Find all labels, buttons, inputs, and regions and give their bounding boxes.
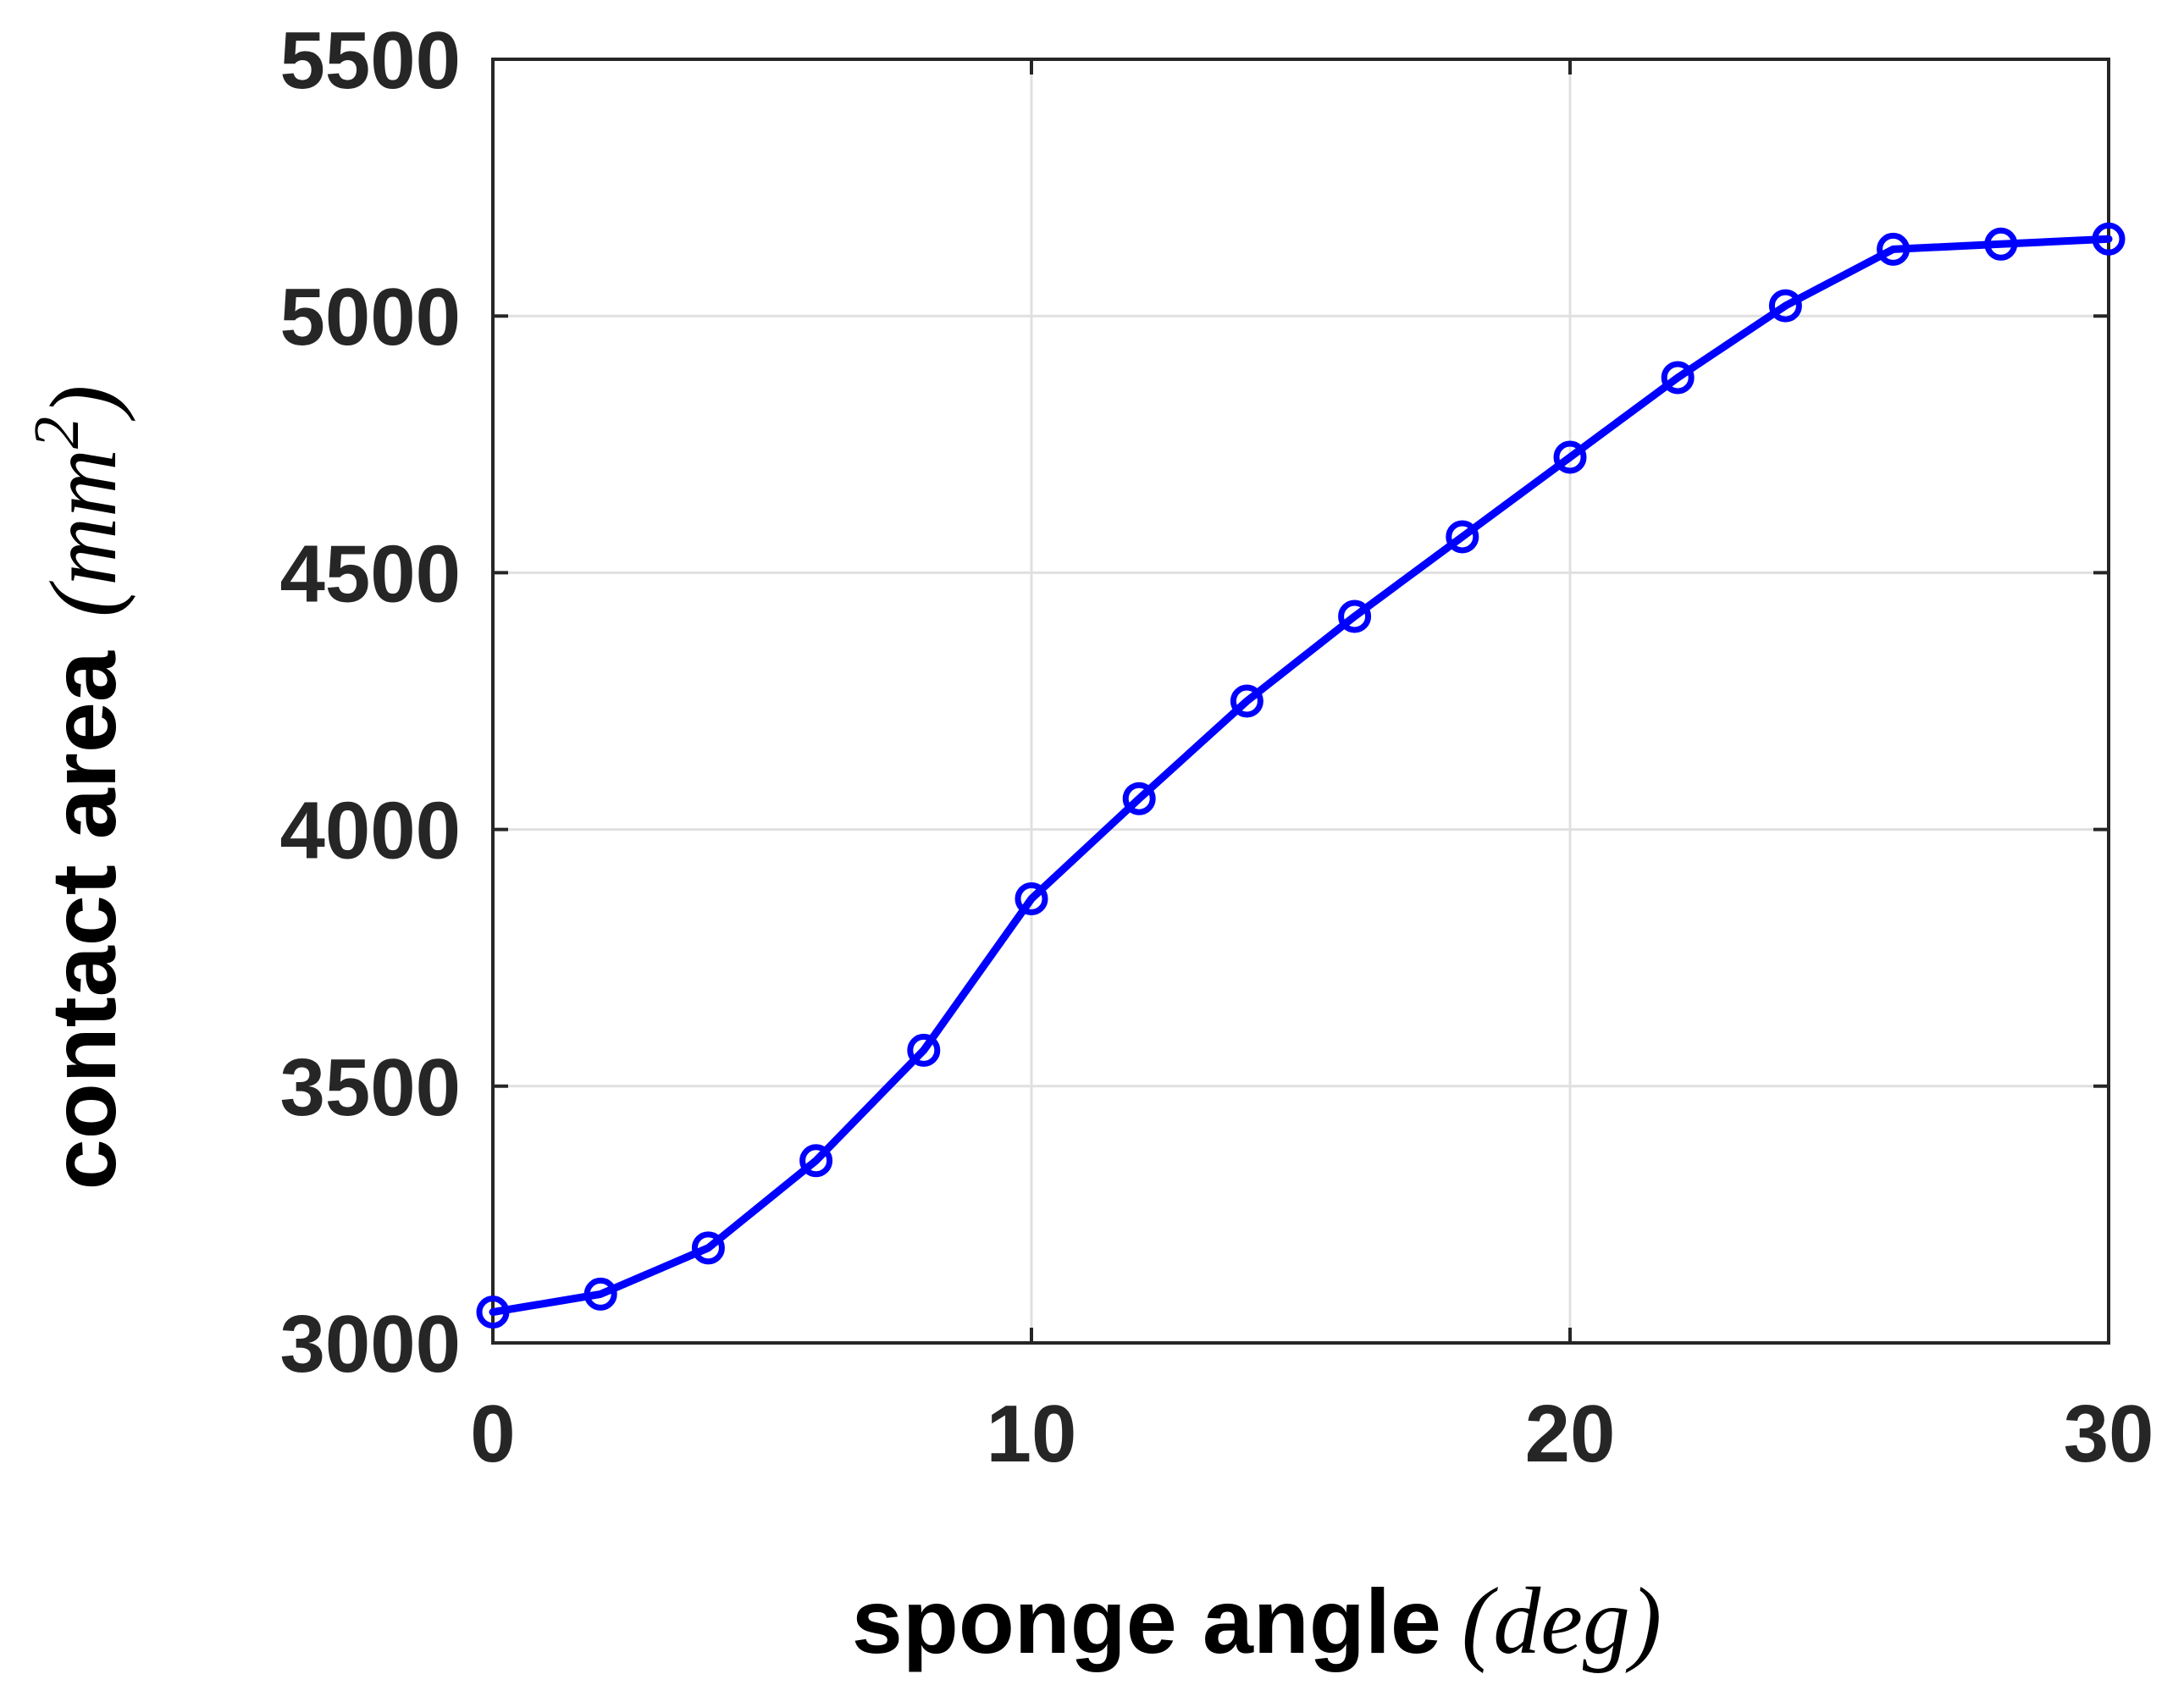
- data-point-marker: [907, 1033, 941, 1067]
- x-axis-label: sponge angle (deg): [852, 1569, 1661, 1674]
- data-point-marker: [1553, 440, 1587, 474]
- data-point-marker: [476, 1295, 510, 1329]
- y-axis-unit-exponent: 2: [21, 417, 92, 449]
- y-axis-unit-open-paren: (: [31, 580, 136, 617]
- tick-labels: 0 10 20 30 3000 3500 4000 4500 5000 5500: [279, 15, 2154, 1479]
- data-point-marker: [1015, 881, 1048, 915]
- y-axis-label: contact area (mm2): [21, 385, 136, 1190]
- data-point-marker: [1338, 599, 1372, 633]
- data-point-marker: [1446, 520, 1479, 554]
- x-tick-label: 10: [987, 1389, 1077, 1479]
- data-point-marker: [1877, 232, 1910, 266]
- data-point-marker: [1984, 227, 2018, 261]
- series-line: [489, 235, 2113, 1317]
- x-axis-unit-close-paren: ): [1625, 1569, 1661, 1674]
- y-tick-label: 3000: [279, 1299, 461, 1389]
- data-point-marker: [1661, 361, 1695, 395]
- x-tick-label: 0: [470, 1389, 515, 1479]
- data-point-marker: [799, 1144, 833, 1178]
- data-point-marker: [1768, 289, 1802, 323]
- plot-area-frame: [491, 58, 2110, 1345]
- y-tick-label: 5000: [279, 272, 461, 362]
- y-axis-label-text: contact area: [32, 650, 135, 1190]
- x-axis-unit-open-paren: (: [1462, 1569, 1499, 1674]
- x-tick-label: 20: [1525, 1389, 1616, 1479]
- data-series: [476, 222, 2126, 1329]
- x-tick-label: 30: [2064, 1389, 2154, 1479]
- data-point-marker: [583, 1277, 617, 1311]
- data-point-marker: [1230, 684, 1263, 718]
- y-axis-unit-close-paren: ): [31, 385, 136, 422]
- y-tick-label: 4500: [279, 528, 461, 619]
- y-tick-label: 3500: [279, 1042, 461, 1133]
- axis-ticks: [491, 58, 2110, 1345]
- data-point-marker: [1122, 782, 1156, 815]
- data-point-marker: [691, 1231, 725, 1265]
- y-axis-unit: mm: [31, 449, 136, 586]
- data-point-marker: [2092, 222, 2126, 256]
- x-axis-unit: deg: [1493, 1569, 1630, 1674]
- y-tick-label: 4000: [279, 786, 461, 876]
- y-tick-label: 5500: [279, 15, 461, 106]
- x-axis-label-text: sponge angle: [852, 1570, 1441, 1672]
